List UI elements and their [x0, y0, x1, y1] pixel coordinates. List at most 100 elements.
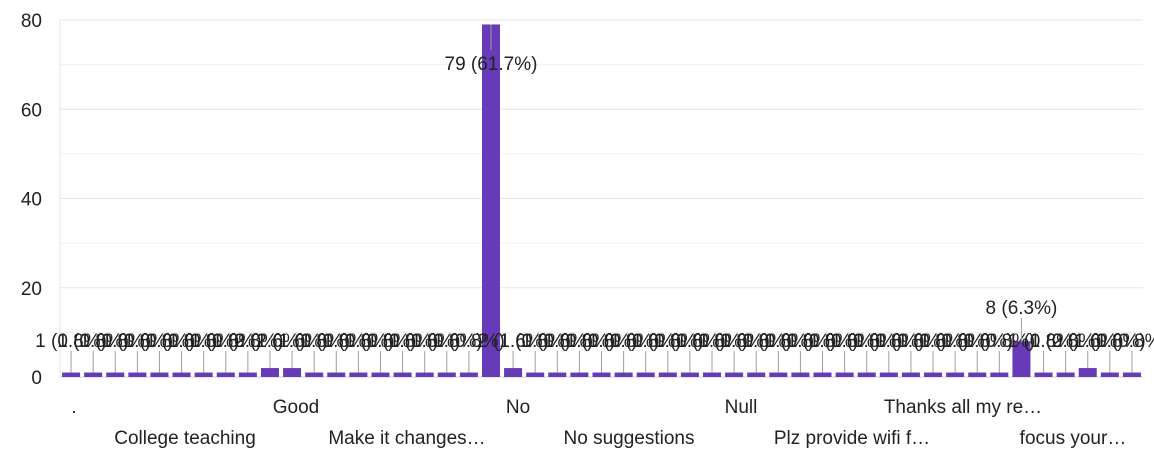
bar: [194, 372, 213, 377]
x-tick-label: focus your…: [1020, 428, 1127, 449]
data-label: 2 (1.6%): [1052, 331, 1124, 352]
bar: [791, 372, 810, 377]
data-label: 1 (0.8%): [367, 331, 439, 352]
bar: [636, 372, 655, 377]
y-axis-tick-labels: 0 20 40 60 80: [21, 11, 42, 389]
bar: [216, 372, 235, 377]
data-label: 1 (0.8%): [300, 331, 372, 352]
bar: [946, 372, 965, 377]
bar: [393, 372, 412, 377]
bar: [658, 372, 677, 377]
data-label: 1 (0.8%): [146, 331, 218, 352]
data-label: 79 (61.7%): [445, 54, 538, 75]
bar: [990, 372, 1009, 377]
bar: [481, 24, 500, 378]
data-label: 1 (0.8%): [57, 331, 129, 352]
x-tick-label: Good: [273, 397, 319, 418]
data-label: 1 (0.8%): [742, 331, 814, 352]
data-label: 1 (0.8%): [212, 331, 284, 352]
data-label: 1 (0.8%): [79, 331, 151, 352]
bar: [857, 372, 876, 377]
bar: [1078, 368, 1097, 377]
data-label: 1 (0.8%): [543, 331, 615, 352]
data-label: 1 (0.8%): [566, 331, 638, 352]
data-label: 1 (0.8%): [632, 331, 704, 352]
bar: [901, 372, 920, 377]
y-tick-label: 0: [31, 368, 42, 389]
x-tick-label: Thanks all my re…: [884, 397, 1042, 418]
bar: [1100, 372, 1119, 377]
data-label: 1 (0.8%): [345, 331, 417, 352]
data-label: 1 (0.8%): [853, 331, 925, 352]
data-label: 1 (0.8%): [588, 331, 660, 352]
data-label: 1 (0.8%): [190, 331, 262, 352]
x-tick-label: No suggestions: [564, 428, 695, 449]
x-tick-label: Plz provide wifi f…: [774, 428, 930, 449]
y-tick-label: 80: [21, 11, 42, 32]
bar: [924, 372, 943, 377]
bar: [725, 372, 744, 377]
bar: [172, 372, 191, 377]
bar: [62, 372, 81, 377]
bar: [548, 372, 567, 377]
data-label: 1 (0.8%): [278, 331, 350, 352]
grid-lines: [59, 19, 1143, 378]
data-label: 1 (0.8%): [124, 331, 196, 352]
bar: [128, 372, 147, 377]
data-label: 1 (0.8%): [610, 331, 682, 352]
data-label: 1 (0.8%): [411, 331, 483, 352]
data-label: 1 (0.8%): [831, 331, 903, 352]
x-tick-label: Null: [725, 397, 758, 418]
data-label: 1 (0.8%): [1008, 331, 1080, 352]
bar: [1034, 372, 1053, 377]
bar: [349, 372, 368, 377]
bar: [526, 372, 545, 377]
data-label: 2 (1.6%): [256, 331, 328, 352]
data-label: 1 (0.8%): [433, 331, 505, 352]
x-tick-label: College teaching: [114, 428, 256, 449]
bar: [106, 372, 125, 377]
bar: [1012, 341, 1031, 377]
bar: [769, 372, 788, 377]
bar: [747, 372, 766, 377]
data-label: 1 (0.8%): [897, 331, 969, 352]
bar: [504, 368, 523, 377]
bar: [238, 372, 257, 377]
data-label: 1 (0.8%): [1074, 331, 1146, 352]
bar: [459, 372, 478, 377]
bar: [260, 368, 279, 377]
bar: [371, 372, 390, 377]
bar: [305, 372, 324, 377]
data-label: 8 (6.3%): [986, 298, 1058, 319]
data-labels: 1 (0.8%)1 (0.8%)1 (0.8%)1 (0.8%)1 (0.8%)…: [35, 24, 1154, 373]
bar: [1122, 372, 1141, 377]
data-label: 1 (0.8%): [101, 331, 173, 352]
x-tick-label: No: [506, 397, 530, 418]
y-tick-label: 60: [21, 100, 42, 121]
data-label: 1 (0.8%): [875, 331, 947, 352]
data-label: 1 (0.8%): [1096, 331, 1154, 352]
data-label: 1 (0.8%): [35, 331, 107, 352]
data-label: 1 (0.8%): [809, 331, 881, 352]
data-label: 1 (0.8%): [322, 331, 394, 352]
bar: [1056, 372, 1075, 377]
data-label: 1 (0.8%): [941, 331, 1013, 352]
data-label: 1 (0.8%): [720, 331, 792, 352]
bar: [680, 372, 699, 377]
bar: [813, 372, 832, 377]
data-label: 2 (1.6%): [477, 331, 549, 352]
bar: [84, 372, 103, 377]
data-label: 1 (0.8%): [698, 331, 770, 352]
data-label: 1 (0.8%): [389, 331, 461, 352]
bar: [614, 372, 633, 377]
bar: [703, 372, 722, 377]
data-label: 1 (0.8%): [521, 331, 593, 352]
data-label: 2 (1.6%): [234, 331, 306, 352]
data-label: 1 (0.8%): [963, 331, 1035, 352]
data-label: 1 (0.8%): [919, 331, 991, 352]
bar: [150, 372, 169, 377]
data-label: 1 (0.8%): [168, 331, 240, 352]
bar: [570, 372, 589, 377]
bar: [592, 372, 611, 377]
